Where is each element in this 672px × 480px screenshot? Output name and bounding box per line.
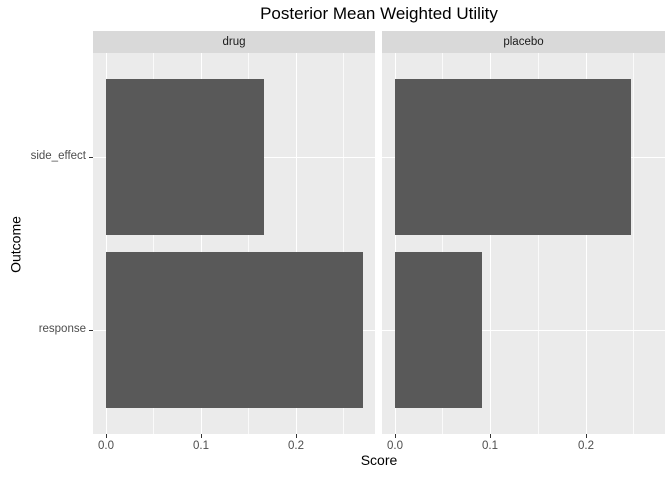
x-axis-title: Score	[360, 452, 398, 468]
x-tick-mark	[586, 434, 587, 438]
panel-placebo	[382, 53, 665, 434]
bar-placebo-side_effect	[395, 79, 631, 235]
bar-drug-response	[106, 252, 363, 408]
x-tick-mark	[106, 434, 107, 438]
gridline-minor-x	[153, 53, 154, 434]
gridline-minor-x	[538, 53, 539, 434]
y-tick-label-response: response	[38, 323, 86, 335]
x-tick-label: 0.1	[482, 440, 498, 452]
y-tick-label-side_effect: side_effect	[30, 150, 86, 162]
x-tick-label: 0.0	[98, 440, 114, 452]
chart-title: Posterior Mean Weighted Utility	[260, 4, 498, 23]
y-tick-mark	[89, 330, 93, 331]
facet-strip-placebo: placebo	[382, 31, 665, 53]
gridline-major-x	[585, 53, 587, 434]
y-axis-title: Outcome	[7, 216, 24, 273]
gridline-major-x	[489, 53, 491, 434]
facet-strip-label-drug: drug	[222, 36, 246, 48]
y-tick-mark	[89, 157, 93, 158]
x-tick-mark	[296, 434, 297, 438]
x-tick-label: 0.2	[288, 440, 304, 452]
gridline-major-y	[382, 329, 665, 331]
panel-drug	[93, 53, 375, 434]
gridline-major-x	[105, 53, 107, 434]
gridline-major-x	[394, 53, 396, 434]
x-tick-mark	[201, 434, 202, 438]
facet-strip-drug: drug	[93, 31, 375, 53]
gridline-minor-x	[248, 53, 249, 434]
gridline-minor-x	[343, 53, 344, 434]
x-tick-mark	[395, 434, 396, 438]
bar-placebo-response	[395, 252, 482, 408]
facet-strip-label-placebo: placebo	[503, 36, 544, 48]
x-tick-label: 0.2	[578, 440, 594, 452]
x-tick-mark	[490, 434, 491, 438]
gridline-minor-x	[633, 53, 634, 434]
bar-drug-side_effect	[106, 79, 264, 235]
gridline-major-x	[295, 53, 297, 434]
x-tick-label: 0.0	[387, 440, 403, 452]
gridline-minor-x	[442, 53, 443, 434]
gridline-major-x	[200, 53, 202, 434]
x-tick-label: 0.1	[193, 440, 209, 452]
